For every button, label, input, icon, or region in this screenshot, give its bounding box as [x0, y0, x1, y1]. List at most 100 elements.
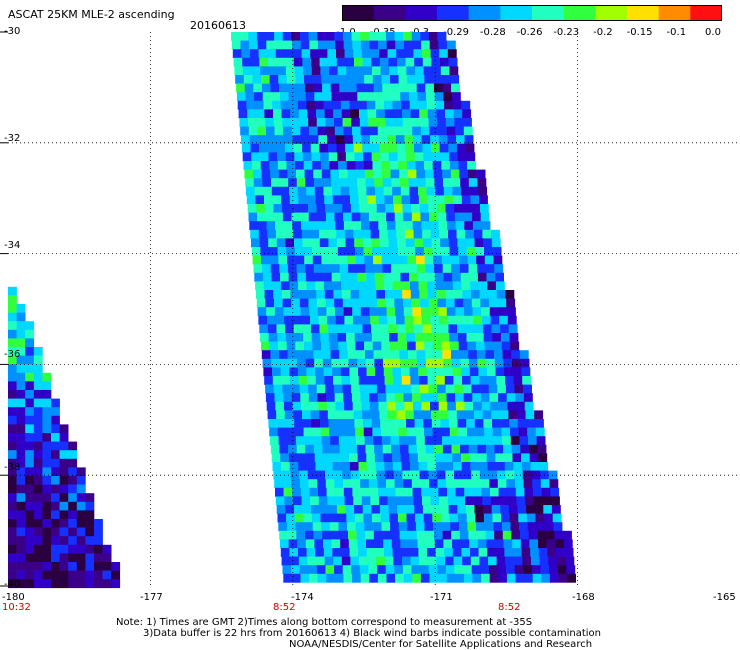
swath-cell: [490, 487, 499, 497]
swath-cell: [416, 169, 426, 179]
swath-cell: [379, 410, 389, 420]
swath-cell: [458, 247, 468, 256]
swath-cell: [262, 358, 272, 368]
swath-cell: [265, 212, 275, 222]
swath-cell: [543, 505, 553, 514]
swath-cell: [25, 476, 35, 485]
swath-cell: [304, 522, 313, 532]
swath-cell: [319, 410, 329, 420]
swath-cell: [285, 238, 295, 248]
swath-cell: [377, 298, 387, 308]
swath-cell: [280, 272, 289, 282]
swath-cell: [332, 281, 342, 291]
swath-cell: [396, 410, 406, 420]
swath-cell: [454, 204, 463, 213]
pass-time-label: 8:52: [273, 602, 296, 613]
swath-cell: [435, 281, 445, 291]
swath-cell: [343, 212, 352, 222]
swath-cell: [363, 333, 373, 342]
swath-cell: [477, 264, 486, 274]
swath-cell: [368, 204, 377, 213]
swath-cell: [352, 401, 362, 411]
swath-cell: [305, 444, 315, 454]
swath-cell: [354, 238, 364, 248]
swath-cell: [402, 204, 412, 213]
swath-cell: [459, 169, 469, 179]
swath-cell: [377, 573, 387, 583]
swath-cell: [307, 556, 317, 566]
swath-cell: [412, 573, 422, 583]
swath-cell: [300, 307, 310, 317]
swath-cell: [253, 169, 262, 179]
swath-cell: [449, 419, 458, 428]
swath-cell: [426, 367, 436, 377]
swath-cell: [304, 255, 314, 265]
swath-cell: [269, 75, 279, 84]
swath-cell: [280, 100, 290, 110]
swath-cell: [380, 513, 390, 523]
swath-cell: [417, 453, 427, 463]
swath-cell: [431, 419, 441, 428]
swath-cell: [380, 247, 390, 256]
swath-cell: [379, 49, 388, 59]
swath-cell: [406, 513, 416, 523]
swath-cell: [355, 75, 365, 84]
swath-cell: [402, 470, 412, 480]
swath-cell: [289, 100, 299, 110]
swath-cell: [404, 496, 414, 506]
swath-cell: [274, 298, 283, 308]
swath-cell: [384, 548, 393, 557]
swath-cell: [454, 565, 464, 575]
swath-cell: [317, 40, 327, 50]
swath-cell: [506, 573, 516, 583]
swath-cell: [276, 410, 286, 420]
swath-cell: [345, 505, 355, 514]
swath-cell: [456, 143, 466, 153]
swath-cell: [497, 565, 507, 575]
swath-cell: [373, 436, 383, 446]
swath-cell: [471, 384, 481, 394]
swath-cell: [419, 384, 429, 394]
swath-cell: [417, 178, 427, 188]
swath-cell: [320, 247, 330, 256]
swath-cell: [436, 470, 446, 480]
swath-cell: [281, 195, 291, 205]
swath-cell: [413, 315, 423, 325]
swath-cell: [388, 143, 397, 153]
swath-cell: [450, 169, 460, 179]
swath-cell: [442, 83, 452, 93]
swath-cell: [286, 513, 295, 523]
swath-cell: [370, 229, 380, 239]
swath-cell: [331, 358, 341, 368]
swath-cell: [59, 467, 69, 477]
swath-cell: [566, 565, 576, 575]
swath-cell: [429, 212, 438, 222]
swath-cell: [417, 358, 427, 368]
swath-cell: [368, 118, 378, 127]
swath-cell: [492, 427, 502, 437]
swath-cell: [366, 539, 375, 549]
swath-cell: [508, 324, 518, 334]
swath-cell: [344, 315, 354, 325]
swath-cell: [383, 453, 393, 463]
swath-cell: [401, 367, 410, 377]
swath-cell: [16, 441, 26, 451]
swath-cell: [355, 161, 365, 170]
swath-cell: [486, 539, 496, 549]
swath-cell: [339, 83, 349, 93]
swath-cell: [261, 350, 271, 360]
swath-cell: [472, 221, 482, 231]
swath-cell: [437, 565, 447, 575]
swath-cell: [314, 539, 324, 549]
swath-cell: [399, 169, 409, 179]
swath-cell: [355, 522, 365, 532]
swath-cell: [268, 66, 278, 76]
swath-cell: [441, 161, 451, 170]
swath-cell: [448, 410, 458, 420]
lat-tick-label: -36: [4, 349, 21, 360]
swath-cell: [317, 32, 326, 41]
swath-cell: [351, 298, 361, 308]
swath-cell: [411, 212, 421, 222]
swath-cell: [25, 493, 35, 503]
swath-cell: [324, 556, 334, 566]
